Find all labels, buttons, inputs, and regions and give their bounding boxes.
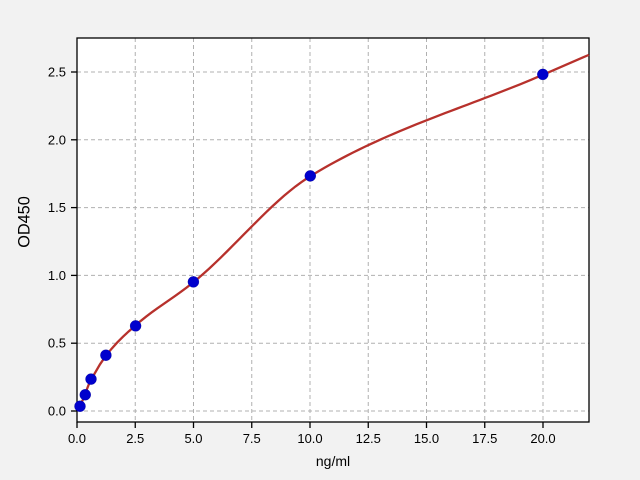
svg-text:0.0: 0.0 <box>68 431 86 446</box>
svg-text:0.0: 0.0 <box>48 404 66 419</box>
svg-text:2.5: 2.5 <box>48 65 66 80</box>
svg-text:15.0: 15.0 <box>414 431 439 446</box>
svg-text:7.5: 7.5 <box>243 431 261 446</box>
svg-text:12.5: 12.5 <box>356 431 381 446</box>
svg-text:1.0: 1.0 <box>48 268 66 283</box>
svg-text:20.0: 20.0 <box>530 431 555 446</box>
svg-text:2.5: 2.5 <box>126 431 144 446</box>
svg-text:ng/ml: ng/ml <box>316 453 350 469</box>
svg-text:10.0: 10.0 <box>297 431 322 446</box>
svg-text:OD450: OD450 <box>16 196 34 248</box>
svg-text:1.5: 1.5 <box>48 200 66 215</box>
svg-text:17.5: 17.5 <box>472 431 497 446</box>
svg-text:0.5: 0.5 <box>48 336 66 351</box>
svg-text:5.0: 5.0 <box>184 431 202 446</box>
svg-text:2.0: 2.0 <box>48 132 66 147</box>
